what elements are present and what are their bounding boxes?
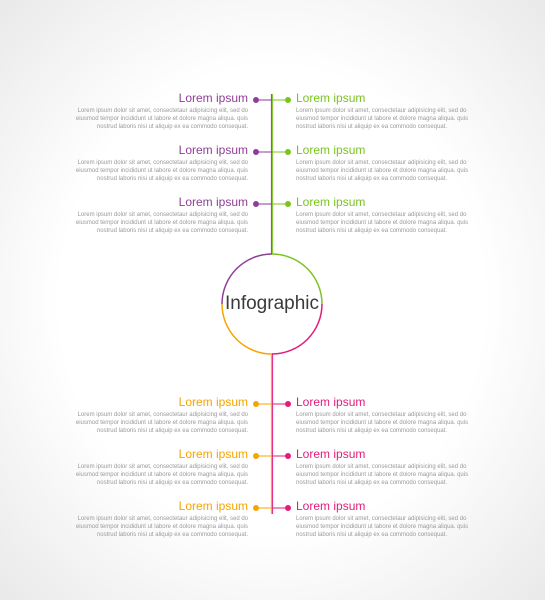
info-item-body: Lorem ipsum dolor sit amet, consectetaur… xyxy=(58,107,248,131)
info-item: Lorem ipsum Lorem ipsum dolor sit amet, c… xyxy=(296,396,486,435)
info-item-title: Lorem ipsum xyxy=(58,448,248,460)
info-item: Lorem ipsum Lorem ipsum dolor sit amet, c… xyxy=(296,144,486,183)
branch-dot xyxy=(285,201,291,207)
info-item: Lorem ipsum Lorem ipsum dolor sit amet, c… xyxy=(296,92,486,131)
info-item-body: Lorem ipsum dolor sit amet, consectetaur… xyxy=(296,159,486,183)
info-item-body: Lorem ipsum dolor sit amet, consectetaur… xyxy=(296,463,486,487)
info-item: Lorem ipsum Lorem ipsum dolor sit amet, c… xyxy=(296,196,486,235)
info-item-title: Lorem ipsum xyxy=(296,144,486,156)
info-item-body: Lorem ipsum dolor sit amet, consectetaur… xyxy=(296,515,486,539)
info-item-body: Lorem ipsum dolor sit amet, consectetaur… xyxy=(58,515,248,539)
branch-dot xyxy=(253,453,259,459)
info-item: Lorem ipsum Lorem ipsum dolor sit amet, c… xyxy=(58,196,248,235)
info-item-body: Lorem ipsum dolor sit amet, consectetaur… xyxy=(58,411,248,435)
info-item: Lorem ipsum Lorem ipsum dolor sit amet, c… xyxy=(58,92,248,131)
info-item-body: Lorem ipsum dolor sit amet, consectetaur… xyxy=(296,107,486,131)
info-item-body: Lorem ipsum dolor sit amet, consectetaur… xyxy=(296,211,486,235)
center-title: Infographic xyxy=(222,293,322,315)
info-item: Lorem ipsum Lorem ipsum dolor sit amet, c… xyxy=(58,500,248,539)
info-item-body: Lorem ipsum dolor sit amet, consectetaur… xyxy=(58,159,248,183)
info-item-title: Lorem ipsum xyxy=(58,396,248,408)
branch-dot xyxy=(285,97,291,103)
info-item-body: Lorem ipsum dolor sit amet, consectetaur… xyxy=(296,411,486,435)
branch-dot xyxy=(253,505,259,511)
branch-dot xyxy=(253,149,259,155)
info-item: Lorem ipsum Lorem ipsum dolor sit amet, c… xyxy=(58,448,248,487)
branch-dot xyxy=(285,401,291,407)
branch-dot xyxy=(285,505,291,511)
info-item-body: Lorem ipsum dolor sit amet, consectetaur… xyxy=(58,211,248,235)
info-item: Lorem ipsum Lorem ipsum dolor sit amet, c… xyxy=(58,396,248,435)
info-item-title: Lorem ipsum xyxy=(296,196,486,208)
branch-dot xyxy=(285,149,291,155)
info-item-title: Lorem ipsum xyxy=(296,396,486,408)
info-item-body: Lorem ipsum dolor sit amet, consectetaur… xyxy=(58,463,248,487)
info-item-title: Lorem ipsum xyxy=(58,92,248,104)
info-item-title: Lorem ipsum xyxy=(296,92,486,104)
branch-dot xyxy=(253,201,259,207)
branch-dot xyxy=(253,401,259,407)
branch-dot xyxy=(253,97,259,103)
info-item-title: Lorem ipsum xyxy=(58,144,248,156)
info-item: Lorem ipsum Lorem ipsum dolor sit amet, c… xyxy=(296,448,486,487)
infographic-stage: Infographic Lorem ipsum Lorem ipsum dolor… xyxy=(0,0,545,600)
info-item: Lorem ipsum Lorem ipsum dolor sit amet, c… xyxy=(58,144,248,183)
info-item-title: Lorem ipsum xyxy=(58,196,248,208)
info-item-title: Lorem ipsum xyxy=(58,500,248,512)
info-item-title: Lorem ipsum xyxy=(296,500,486,512)
info-item-title: Lorem ipsum xyxy=(296,448,486,460)
info-item: Lorem ipsum Lorem ipsum dolor sit amet, c… xyxy=(296,500,486,539)
branch-dot xyxy=(285,453,291,459)
